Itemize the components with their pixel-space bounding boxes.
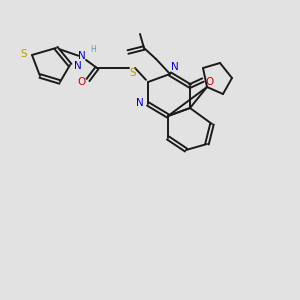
Text: N: N (78, 51, 86, 61)
Text: S: S (130, 68, 136, 78)
Text: N: N (74, 61, 82, 71)
Text: S: S (21, 49, 27, 59)
Text: O: O (206, 77, 214, 87)
Text: N: N (171, 62, 179, 72)
Text: H: H (90, 44, 96, 53)
Text: N: N (136, 98, 144, 108)
Text: O: O (77, 77, 85, 87)
